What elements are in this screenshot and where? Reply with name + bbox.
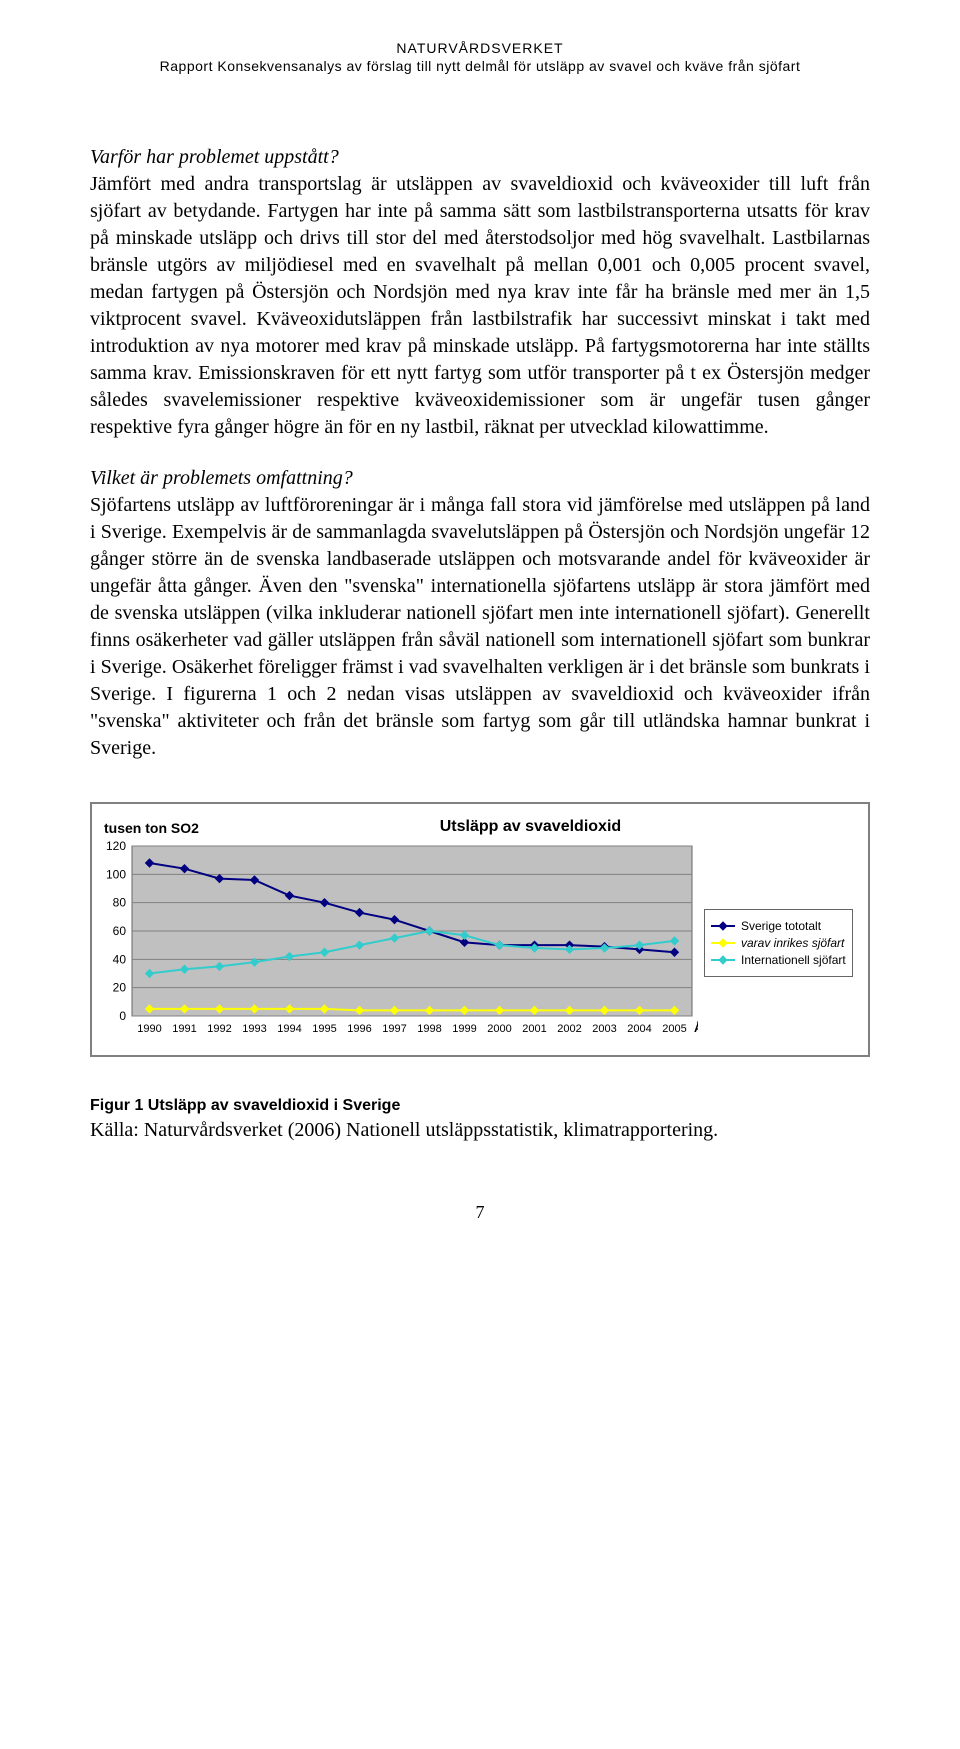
figure-caption: Figur 1 Utsläpp av svaveldioxid i Sverig…: [90, 1097, 870, 1142]
para2-heading: Vilket är problemets omfattning?: [90, 467, 353, 489]
svg-text:120: 120: [106, 840, 126, 853]
svg-text:2002: 2002: [557, 1023, 581, 1035]
svg-text:1994: 1994: [277, 1023, 301, 1035]
legend-item: Sverige tototalt: [711, 919, 846, 933]
svg-text:0: 0: [119, 1009, 126, 1023]
svg-text:2003: 2003: [592, 1023, 616, 1035]
paragraph-2: Vilket är problemets omfattning? Sjöfart…: [90, 465, 870, 762]
svg-text:40: 40: [113, 952, 127, 966]
page-number: 7: [90, 1202, 870, 1223]
chart-legend: Sverige tototalt varav inrikes sjöfart Int…: [704, 909, 853, 977]
header-subtitle: Rapport Konsekvensanalys av förslag till…: [90, 58, 870, 74]
legend-label: Sverige tototalt: [741, 919, 821, 933]
chart-svg: 0 20 40 60 80 100 120 1990 1991 1992 1993 1994 1995 1…: [98, 840, 698, 1040]
svg-text:1990: 1990: [137, 1023, 161, 1035]
svg-text:2004: 2004: [627, 1023, 651, 1035]
svg-text:20: 20: [113, 981, 127, 995]
svg-text:2000: 2000: [487, 1023, 511, 1035]
svg-text:1995: 1995: [312, 1023, 336, 1035]
legend-swatch-icon: [711, 955, 735, 965]
chart-plot-area: 0 20 40 60 80 100 120 1990 1991 1992 1993 1994 1995 1…: [98, 840, 698, 1045]
legend-label: Internationell sjöfart: [741, 953, 846, 967]
legend-item: varav inrikes sjöfart: [711, 936, 846, 950]
caption-source: Källa: Naturvårdsverket (2006) Nationell…: [90, 1119, 870, 1142]
chart-title: Utsläpp av svaveldioxid: [199, 814, 862, 836]
para2-body: Sjöfartens utsläpp av luftföroreningar ä…: [90, 494, 870, 759]
svg-text:80: 80: [113, 896, 127, 910]
para1-body: Jämfört med andra transportslag är utslä…: [90, 173, 870, 438]
legend-swatch-icon: [711, 938, 735, 948]
legend-item: Internationell sjöfart: [711, 953, 846, 967]
svg-text:1991: 1991: [172, 1023, 196, 1035]
svg-text:1999: 1999: [452, 1023, 476, 1035]
para1-heading: Varför har problemet uppstått?: [90, 146, 339, 168]
svg-text:1996: 1996: [347, 1023, 371, 1035]
svg-text:1992: 1992: [207, 1023, 231, 1035]
legend-label: varav inrikes sjöfart: [741, 936, 844, 950]
chart-ylabel: tusen ton SO2: [98, 814, 199, 836]
chart-body: 0 20 40 60 80 100 120 1990 1991 1992 1993 1994 1995 1…: [98, 840, 862, 1045]
document-page: NATURVÅRDSVERKET Rapport Konsekvensanaly…: [0, 0, 960, 1283]
svg-text:2005: 2005: [662, 1023, 686, 1035]
svg-text:1997: 1997: [382, 1023, 406, 1035]
header-org: NATURVÅRDSVERKET: [90, 40, 870, 56]
caption-title: Figur 1 Utsläpp av svaveldioxid i Sverig…: [90, 1097, 870, 1115]
chart-legend-col: Sverige tototalt varav inrikes sjöfart Int…: [698, 840, 853, 1045]
svg-text:100: 100: [106, 867, 126, 881]
svg-text:1993: 1993: [242, 1023, 266, 1035]
paragraph-1: Varför har problemet uppstått? Jämfört m…: [90, 144, 870, 441]
page-header: NATURVÅRDSVERKET Rapport Konsekvensanaly…: [90, 40, 870, 74]
chart-container: tusen ton SO2 Utsläpp av svaveldioxid 0 2…: [90, 802, 870, 1057]
svg-text:2001: 2001: [522, 1023, 546, 1035]
svg-text:1998: 1998: [417, 1023, 441, 1035]
legend-swatch-icon: [711, 921, 735, 931]
chart-header: tusen ton SO2 Utsläpp av svaveldioxid: [98, 814, 862, 836]
svg-text:60: 60: [113, 924, 127, 938]
